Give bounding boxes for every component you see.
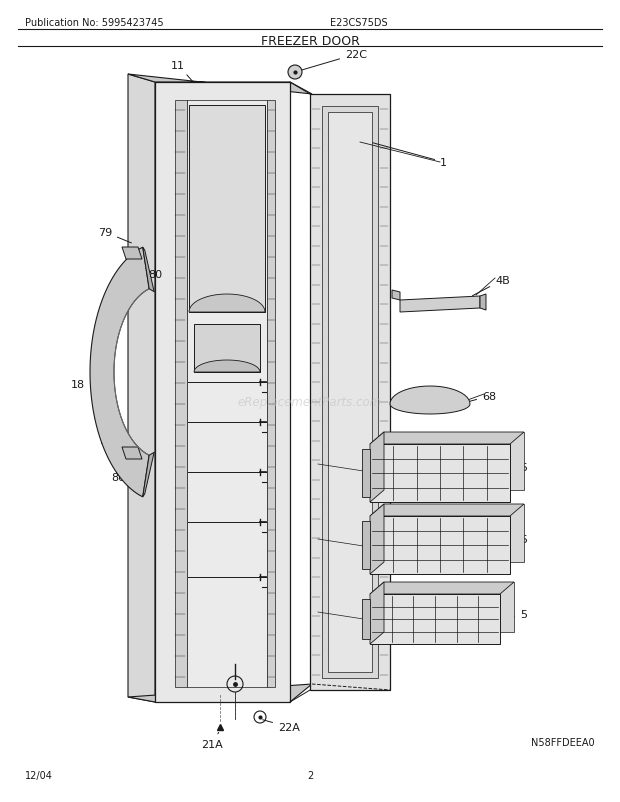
Text: 22C: 22C xyxy=(298,50,367,72)
Text: 1: 1 xyxy=(373,144,447,168)
Polygon shape xyxy=(194,361,260,373)
Text: 21A: 21A xyxy=(201,732,223,749)
Polygon shape xyxy=(370,582,384,644)
Polygon shape xyxy=(392,290,400,301)
Polygon shape xyxy=(122,248,142,260)
Text: 13A: 13A xyxy=(197,662,237,677)
Polygon shape xyxy=(362,449,370,497)
Polygon shape xyxy=(384,432,524,490)
Polygon shape xyxy=(175,101,187,687)
Polygon shape xyxy=(362,521,370,569)
Polygon shape xyxy=(480,294,486,310)
Polygon shape xyxy=(155,83,290,702)
Polygon shape xyxy=(189,294,265,313)
Polygon shape xyxy=(370,516,510,574)
Polygon shape xyxy=(370,504,524,516)
Polygon shape xyxy=(267,101,275,687)
Polygon shape xyxy=(194,325,260,373)
Polygon shape xyxy=(370,444,510,502)
Text: FREEZER DOOR: FREEZER DOOR xyxy=(260,35,360,48)
Polygon shape xyxy=(370,432,384,502)
Polygon shape xyxy=(400,297,480,313)
Text: 12/04: 12/04 xyxy=(25,770,53,780)
Text: 80: 80 xyxy=(111,462,134,482)
Polygon shape xyxy=(322,107,378,678)
Polygon shape xyxy=(384,504,524,562)
Polygon shape xyxy=(189,106,265,313)
Text: 2: 2 xyxy=(307,770,313,780)
Polygon shape xyxy=(128,75,312,95)
Text: 68: 68 xyxy=(463,391,496,403)
Polygon shape xyxy=(362,599,370,639)
Text: 80: 80 xyxy=(142,261,162,280)
Polygon shape xyxy=(122,448,142,460)
Text: 5: 5 xyxy=(511,463,527,472)
Text: 5: 5 xyxy=(511,534,527,545)
Text: 18: 18 xyxy=(71,374,102,390)
Polygon shape xyxy=(310,95,390,691)
Text: 79: 79 xyxy=(98,435,131,445)
Polygon shape xyxy=(90,248,149,497)
Polygon shape xyxy=(390,387,470,415)
Polygon shape xyxy=(328,113,372,672)
Polygon shape xyxy=(187,101,267,687)
Text: Publication No: 5995423745: Publication No: 5995423745 xyxy=(25,18,164,28)
Polygon shape xyxy=(370,582,514,594)
Polygon shape xyxy=(128,684,312,702)
Text: 79: 79 xyxy=(98,228,131,244)
Text: 22A: 22A xyxy=(263,720,300,732)
Polygon shape xyxy=(384,582,514,632)
Polygon shape xyxy=(370,504,384,574)
Polygon shape xyxy=(128,75,155,702)
Text: E23CS75DS: E23CS75DS xyxy=(330,18,388,28)
Circle shape xyxy=(288,66,302,80)
Text: N58FFDEEA0: N58FFDEEA0 xyxy=(531,737,595,747)
Text: eReplacementParts.com: eReplacementParts.com xyxy=(238,396,382,409)
Polygon shape xyxy=(370,594,500,644)
Polygon shape xyxy=(143,452,154,497)
Polygon shape xyxy=(143,248,154,293)
Text: 5: 5 xyxy=(511,610,527,619)
Text: 4B: 4B xyxy=(472,276,510,297)
Polygon shape xyxy=(370,432,524,444)
Text: 11: 11 xyxy=(171,61,193,83)
